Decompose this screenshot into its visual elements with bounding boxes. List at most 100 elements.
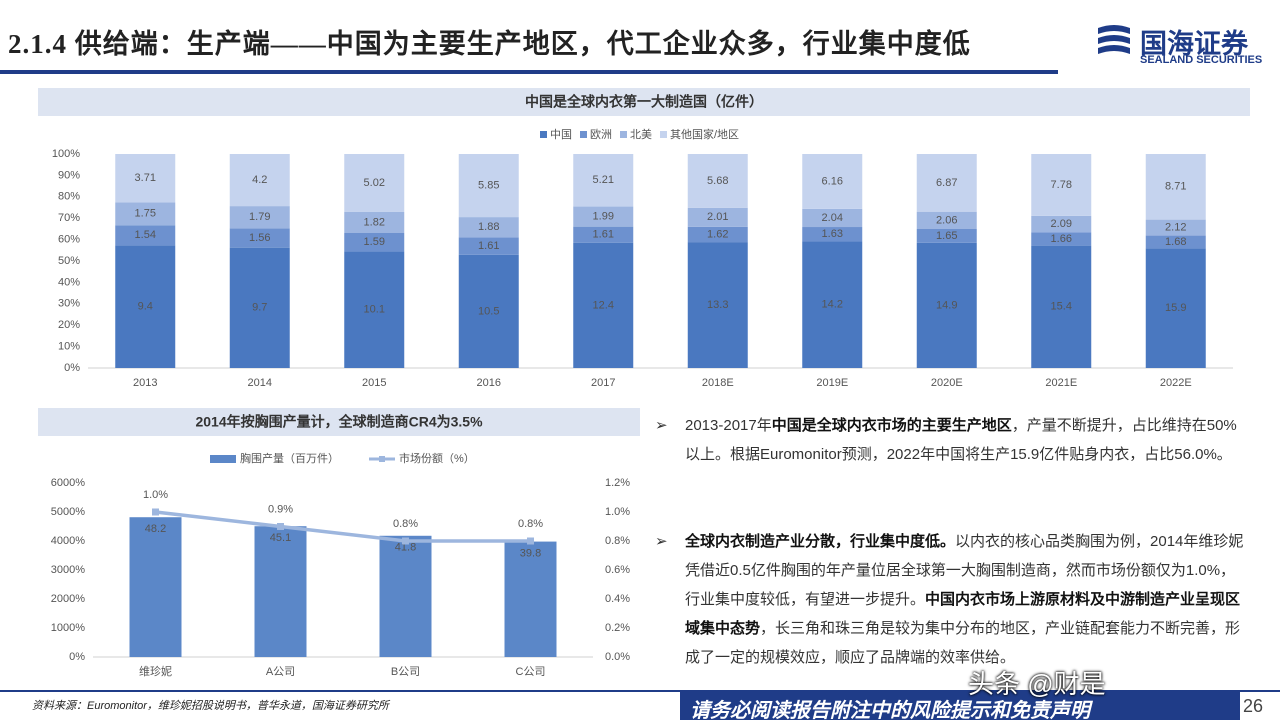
legend-label: 欧洲 xyxy=(590,128,612,141)
y2-tick-label: 1.0% xyxy=(605,506,630,518)
x-tick-label: 2015 xyxy=(362,377,386,389)
value-label: 1.68 xyxy=(1165,236,1186,248)
bar xyxy=(802,154,863,209)
legend-label: 中国 xyxy=(550,128,572,141)
legend-swatch xyxy=(580,131,587,138)
y-tick-label: 80% xyxy=(58,191,80,203)
title-rule xyxy=(0,70,1058,74)
y-tick-label: 60% xyxy=(58,234,80,246)
value-label: 0.8% xyxy=(393,518,418,530)
bar xyxy=(229,228,290,248)
y-tick-label: 0% xyxy=(64,362,80,374)
bar xyxy=(129,517,182,657)
bar xyxy=(916,229,977,243)
value-label: 0.9% xyxy=(268,503,293,515)
bar xyxy=(115,154,176,203)
bar xyxy=(344,232,405,252)
bar xyxy=(573,226,634,243)
value-label: 14.2 xyxy=(822,299,843,311)
x-tick-label: B公司 xyxy=(391,666,420,678)
value-label: 1.62 xyxy=(707,228,728,240)
x-tick-label: 2013 xyxy=(133,377,157,389)
value-label: 1.88 xyxy=(478,221,499,233)
x-tick-label: 维珍妮 xyxy=(139,664,172,678)
x-tick-label: 2016 xyxy=(477,377,501,389)
legend-label: 其他国家/地区 xyxy=(670,127,739,141)
bar xyxy=(687,242,748,368)
legend-swatch xyxy=(540,131,547,138)
value-label: 1.0% xyxy=(143,489,168,501)
value-label: 6.87 xyxy=(936,177,957,189)
bar xyxy=(344,251,405,368)
legend-swatch xyxy=(210,455,236,463)
bar xyxy=(229,154,290,207)
bar xyxy=(1145,235,1206,249)
value-label: 48.2 xyxy=(145,523,166,535)
bar xyxy=(115,225,176,246)
y2-tick-label: 0.2% xyxy=(605,622,630,634)
y-tick-label: 10% xyxy=(58,341,80,353)
source-note: 资料来源：Euromonitor，维珍妮招股说明书，普华永道，国海证券研究所 xyxy=(32,700,389,712)
bar xyxy=(687,154,748,208)
bar xyxy=(229,247,290,368)
x-tick-label: 2020E xyxy=(931,377,963,389)
y-tick-label: 3000% xyxy=(51,564,85,576)
bar xyxy=(344,211,405,233)
bar xyxy=(458,154,519,218)
bar xyxy=(573,206,634,227)
bar xyxy=(1145,154,1206,220)
x-tick-label: C公司 xyxy=(516,666,546,678)
legend-label: 胸围产量（百万件） xyxy=(240,451,339,465)
bar xyxy=(344,154,405,212)
x-tick-label: 2017 xyxy=(591,377,615,389)
value-label: 3.71 xyxy=(135,172,156,184)
chart-title-band xyxy=(38,408,640,436)
value-label: 13.3 xyxy=(707,299,728,311)
bullet-arrow: ➢ xyxy=(655,533,668,550)
logo-mark xyxy=(1098,25,1130,54)
bar xyxy=(379,535,432,657)
value-label: 1.59 xyxy=(364,236,385,248)
x-tick-label: A公司 xyxy=(266,666,295,678)
value-label: 8.71 xyxy=(1165,181,1186,193)
value-label: 1.79 xyxy=(249,211,270,223)
bullet: ➢ 全球内衣制造产业分散，行业集中度低。以内衣的核心品类胸围为例，2014年维珍妮… xyxy=(655,527,1245,672)
value-label: 1.54 xyxy=(135,229,156,241)
value-label: 1.99 xyxy=(593,211,614,223)
line-marker xyxy=(527,537,534,545)
value-label: 39.8 xyxy=(520,547,541,559)
bar xyxy=(229,206,290,229)
value-label: 10.5 xyxy=(478,305,499,317)
bar xyxy=(1145,219,1206,236)
y-tick-label: 90% xyxy=(58,169,80,181)
value-label: 5.85 xyxy=(478,179,499,191)
value-label: 1.82 xyxy=(364,216,385,228)
logo-subtext: SEALAND SECURITIES xyxy=(1140,54,1263,66)
bar xyxy=(1031,154,1092,216)
chart-2: 2014年按胸围产量计，全球制造商CR4为3.5% 0% 1000% 2000% 300… xyxy=(38,408,640,678)
value-label: 1.61 xyxy=(593,229,614,241)
bullet: ➢ 2013-2017年中国是全球内衣市场的主要生产地区，产量不断提升，占比维持在… xyxy=(655,411,1245,469)
value-label: 2.06 xyxy=(936,214,957,226)
value-label: 15.4 xyxy=(1051,301,1072,313)
y-tick-label: 50% xyxy=(58,255,80,267)
y-tick-label: 70% xyxy=(58,212,80,224)
y2-tick-label: 0.6% xyxy=(605,564,630,576)
y-tick-label: 100% xyxy=(52,148,80,160)
legend-swatch xyxy=(660,131,667,138)
value-label: 2.12 xyxy=(1165,221,1186,233)
value-label: 12.4 xyxy=(593,299,614,311)
x-tick-label: 2014 xyxy=(248,377,272,389)
bar xyxy=(504,541,557,657)
value-label: 1.61 xyxy=(478,240,499,252)
line-marker xyxy=(402,537,409,545)
value-label: 5.68 xyxy=(707,175,728,187)
value-label: 41.8 xyxy=(395,542,416,554)
y-tick-label: 0% xyxy=(69,651,85,663)
bar xyxy=(115,245,176,368)
x-tick-label: 2022E xyxy=(1160,377,1192,389)
bar xyxy=(458,254,519,368)
value-label: 7.78 xyxy=(1051,179,1072,191)
bar xyxy=(802,208,863,228)
value-label: 1.63 xyxy=(822,228,843,240)
